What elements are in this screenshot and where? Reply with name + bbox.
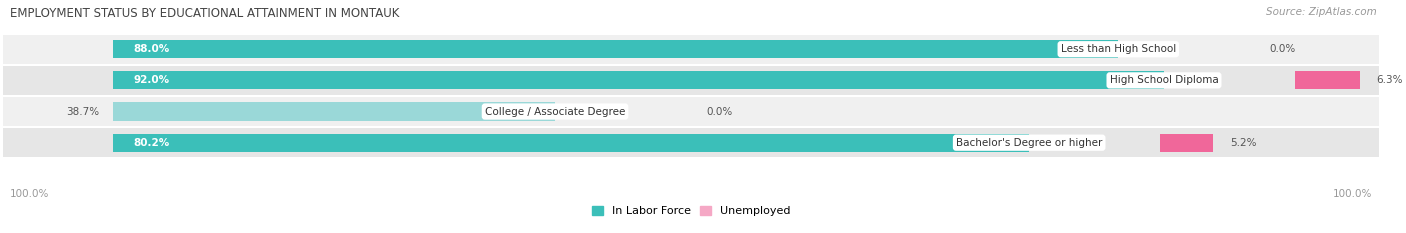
- Bar: [3, 97, 1379, 126]
- Text: 100.0%: 100.0%: [10, 189, 49, 199]
- Text: 92.0%: 92.0%: [134, 75, 170, 85]
- Text: Bachelor's Degree or higher: Bachelor's Degree or higher: [956, 138, 1102, 148]
- Text: 0.0%: 0.0%: [1270, 44, 1296, 54]
- Bar: [112, 71, 1164, 89]
- Text: 100.0%: 100.0%: [1333, 189, 1372, 199]
- Text: 6.3%: 6.3%: [1376, 75, 1403, 85]
- Text: EMPLOYMENT STATUS BY EDUCATIONAL ATTAINMENT IN MONTAUK: EMPLOYMENT STATUS BY EDUCATIONAL ATTAINM…: [10, 7, 399, 20]
- Text: High School Diploma: High School Diploma: [1109, 75, 1219, 85]
- Text: Source: ZipAtlas.com: Source: ZipAtlas.com: [1265, 7, 1376, 17]
- Text: 88.0%: 88.0%: [134, 44, 170, 54]
- Bar: [3, 66, 1379, 95]
- Text: 0.0%: 0.0%: [706, 106, 733, 116]
- Bar: [112, 103, 555, 120]
- Text: 5.2%: 5.2%: [1230, 138, 1257, 148]
- Bar: [3, 128, 1379, 157]
- Bar: [112, 134, 1029, 152]
- Text: College / Associate Degree: College / Associate Degree: [485, 106, 626, 116]
- Bar: [112, 40, 1118, 58]
- Legend: In Labor Force, Unemployed: In Labor Force, Unemployed: [592, 206, 790, 216]
- Text: 80.2%: 80.2%: [134, 138, 170, 148]
- Bar: [3, 35, 1379, 64]
- Bar: [1295, 71, 1360, 89]
- Text: Less than High School: Less than High School: [1060, 44, 1175, 54]
- Text: 38.7%: 38.7%: [66, 106, 100, 116]
- Bar: [1160, 134, 1213, 152]
